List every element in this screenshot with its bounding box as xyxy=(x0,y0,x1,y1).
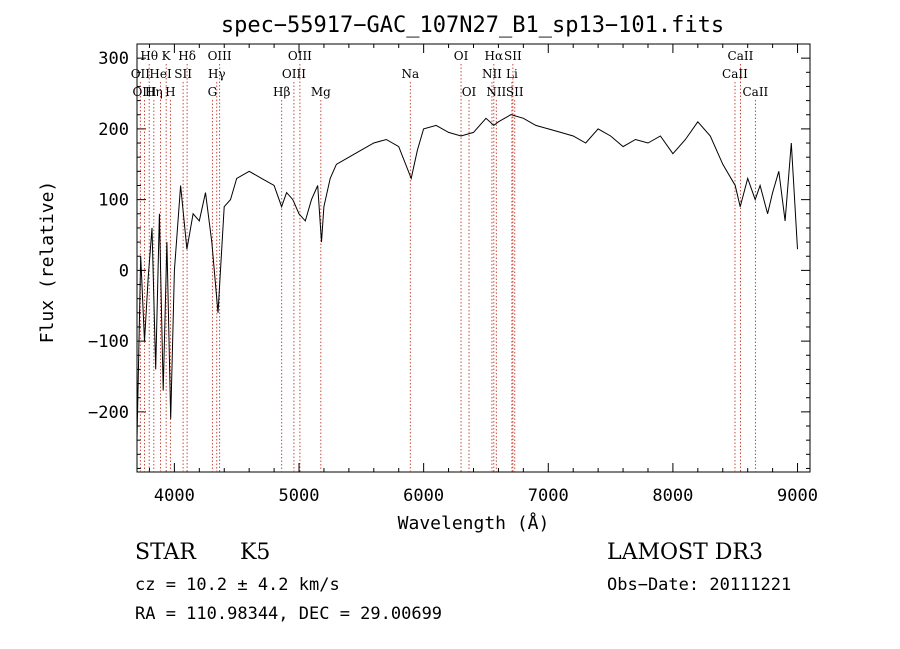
spectral-line-label: OIII xyxy=(282,67,306,81)
spectral-line-label: G xyxy=(208,85,218,99)
spectral-line-label: NII xyxy=(482,67,502,81)
y-tick-label: −100 xyxy=(88,332,129,352)
chart-title: spec−55917−GAC_107N27_B1_sp13−101.fits xyxy=(221,13,724,38)
spectral-line-label: OIII xyxy=(132,85,156,99)
y-tick-label: 200 xyxy=(98,120,129,140)
spectral-line-label: Hη xyxy=(145,85,163,99)
x-axis-label: Wavelength (Å) xyxy=(398,512,550,534)
x-tick-label: 5000 xyxy=(279,486,320,506)
x-tick-label: 9000 xyxy=(777,486,818,506)
spectral-line-label: OI xyxy=(454,49,469,63)
y-tick-label: 300 xyxy=(98,49,129,69)
spectral-line-label: K xyxy=(162,49,172,63)
spectral-line-label: CaII xyxy=(728,49,754,63)
spectral-line-label: OIII xyxy=(208,49,232,63)
spectral-line-label: SII xyxy=(506,85,524,99)
spectral-line-label: OI xyxy=(462,85,477,99)
radec-label: RA = 110.98344, DEC = 29.00699 xyxy=(135,604,443,624)
spectral-line-label: Mg xyxy=(311,85,331,99)
spectrum-line xyxy=(136,114,798,441)
obs-date-label: Obs−Date: 20111221 xyxy=(607,575,792,595)
x-tick-label: 7000 xyxy=(528,486,569,506)
plot-frame xyxy=(136,43,811,473)
spectral-line-label: SII xyxy=(174,67,192,81)
y-tick-label: 0 xyxy=(119,261,129,281)
x-tick-label: 6000 xyxy=(403,486,444,506)
spectral-line-label: H xyxy=(165,85,175,99)
spectral-line-label: Hβ xyxy=(273,85,290,99)
redshift-label: cz = 10.2 ± 4.2 km/s xyxy=(135,575,340,595)
spectral-line-label: HeI xyxy=(149,67,172,81)
spectral-line-label: NII xyxy=(486,85,506,99)
spectral-line-label: Hα xyxy=(485,49,504,63)
object-class: STAR xyxy=(135,540,196,565)
x-tick-label: 4000 xyxy=(154,486,195,506)
spectral-line-label: Na xyxy=(401,67,419,81)
spectral-line-label: CaII xyxy=(722,67,748,81)
spectral-line-label: Li xyxy=(506,67,518,81)
spectral-line-label: CaII xyxy=(742,85,768,99)
spectral-line-label: SII xyxy=(504,49,522,63)
y-axis-label: Flux (relative) xyxy=(37,181,58,344)
y-tick-label: 100 xyxy=(98,191,129,211)
x-tick-label: 8000 xyxy=(652,486,693,506)
spectral-line-label: Hθ xyxy=(140,49,158,63)
object-subclass: K5 xyxy=(240,540,271,565)
spectral-line-label: Hδ xyxy=(178,49,196,63)
survey-label: LAMOST DR3 xyxy=(607,540,763,565)
spectral-line-label: Hγ xyxy=(208,67,226,81)
spectral-line-label: OII xyxy=(131,67,151,81)
spectral-line-label: OIII xyxy=(288,49,312,63)
y-tick-label: −200 xyxy=(88,403,129,423)
